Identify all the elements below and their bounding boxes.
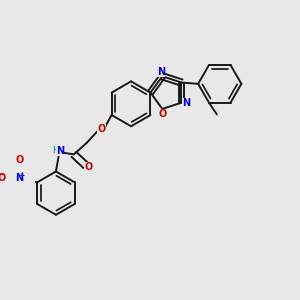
Text: H: H — [52, 146, 59, 155]
Text: +: + — [18, 171, 25, 180]
Text: O: O — [84, 162, 92, 172]
Text: N: N — [157, 67, 165, 76]
Text: O: O — [15, 155, 23, 165]
Text: O: O — [0, 173, 6, 183]
Text: -: - — [0, 169, 3, 179]
Text: N: N — [15, 173, 23, 183]
Text: O: O — [98, 124, 106, 134]
Text: N: N — [56, 146, 64, 156]
Text: N: N — [182, 98, 190, 108]
Text: O: O — [158, 109, 166, 119]
